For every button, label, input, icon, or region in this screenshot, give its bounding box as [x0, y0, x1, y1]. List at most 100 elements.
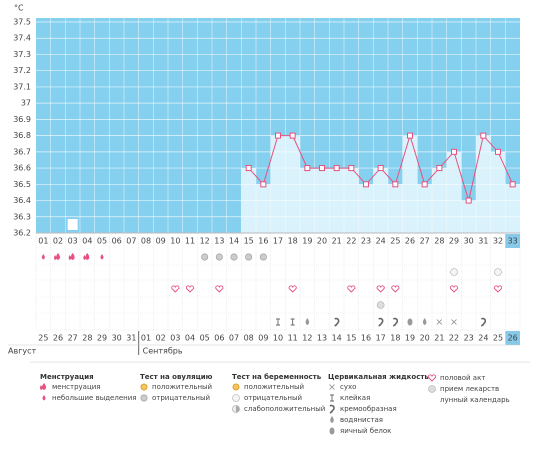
x-tick-label: 07	[126, 237, 136, 246]
date-label: 23	[464, 334, 474, 343]
point	[421, 181, 428, 188]
icon-cream	[329, 404, 335, 414]
icon-drop	[330, 416, 334, 423]
date-label: 11	[288, 334, 298, 343]
x-tick-label: 18	[288, 237, 298, 246]
x-tick-label: 04	[82, 237, 92, 246]
icon-heart	[347, 285, 356, 293]
x-tick-label: 27	[420, 237, 430, 246]
x-tick-label: 21	[332, 237, 342, 246]
icon-drop	[100, 254, 104, 260]
month-label: Август	[8, 347, 37, 356]
moon-box	[67, 219, 78, 230]
x-tick-label: 23	[361, 237, 371, 246]
date-label: 22	[449, 334, 459, 343]
point	[348, 165, 355, 172]
date-label: 26	[53, 334, 63, 343]
legend-item: отрицательный	[152, 394, 210, 402]
date-label: 20	[420, 334, 430, 343]
icon-sticky	[276, 318, 280, 326]
icon-heart	[427, 374, 437, 382]
icon-heart	[215, 285, 224, 293]
icon-drop	[422, 318, 427, 325]
icon-circle	[140, 394, 148, 402]
point	[495, 148, 501, 155]
legend-item: лунный календарь	[440, 396, 510, 404]
icon-circle	[245, 253, 253, 261]
point	[451, 148, 457, 155]
icon-circle	[232, 383, 240, 391]
icon-sticky	[330, 394, 334, 402]
y-tick-label: 36.5	[13, 180, 31, 189]
date-label: 07	[229, 334, 239, 343]
date-label: 17	[376, 334, 386, 343]
x-tick-label: 12	[200, 237, 210, 246]
point	[407, 132, 413, 139]
point	[319, 165, 325, 172]
icon-drop	[54, 255, 57, 260]
date-label: 15	[346, 334, 356, 343]
x-tick-label: 05	[97, 237, 107, 246]
legend-item: яичный белок	[340, 427, 391, 435]
date-label: 29	[97, 334, 107, 343]
point	[392, 181, 399, 188]
legend-item: положительный	[244, 383, 304, 391]
icon-circle	[140, 383, 148, 391]
x-tick-label: 24	[376, 237, 386, 246]
bar	[417, 184, 432, 233]
x-tick-label: 29	[449, 237, 459, 246]
icon-circle	[450, 268, 458, 276]
date-label: 14	[332, 334, 342, 343]
point	[304, 165, 311, 172]
icon-sticky	[290, 318, 295, 326]
icon-heart	[288, 285, 297, 293]
y-tick-label: 37.2	[13, 66, 31, 75]
y-tick-label: 37	[21, 99, 31, 108]
icon-heart	[449, 285, 459, 293]
icon-cream	[392, 317, 399, 327]
legend-heading: Тест на беременность	[232, 373, 322, 381]
x-tick-label: 15	[244, 237, 254, 246]
legend-item: менструация	[52, 383, 101, 391]
point	[289, 132, 296, 139]
bar	[490, 151, 506, 233]
point	[333, 165, 340, 172]
legend-item: небольшие выделения	[52, 394, 137, 402]
x-tick-label: 33	[508, 237, 518, 246]
x-tick-label: 26	[405, 237, 415, 246]
icon-heart	[391, 285, 400, 293]
icon-circle	[201, 253, 209, 261]
date-label: 30	[112, 334, 122, 343]
date-label: 12	[302, 334, 312, 343]
icon-egg	[329, 427, 335, 435]
date-label: 13	[317, 334, 327, 343]
icon-heart	[493, 285, 503, 293]
date-label: 18	[390, 334, 400, 343]
icon-moon	[429, 396, 433, 404]
y-tick-label: 36.7	[13, 147, 31, 156]
y-tick-label: 37.5	[13, 18, 31, 27]
x-tick-label: 08	[141, 237, 151, 246]
x-tick-label: 32	[493, 237, 503, 246]
point	[275, 132, 281, 139]
x-tick-label: 17	[273, 237, 283, 246]
x-tick-label: 01	[38, 237, 48, 246]
icon-heart	[171, 285, 180, 293]
y-axis-label: °C	[14, 4, 24, 13]
date-label: 25	[493, 334, 503, 343]
date-label: 19	[405, 334, 415, 343]
point	[480, 132, 487, 139]
bar	[388, 184, 403, 233]
icon-circle	[259, 253, 267, 261]
icon-x	[451, 319, 457, 325]
date-label: 28	[82, 334, 92, 343]
date-label: 06	[214, 334, 224, 343]
icon-drop	[83, 255, 86, 260]
date-label: 08	[244, 334, 254, 343]
date-label: 27	[68, 334, 78, 343]
icon-drop	[42, 395, 46, 401]
point	[509, 181, 516, 188]
icon-circle	[494, 268, 502, 276]
legend-item: слабоположительный	[244, 405, 325, 413]
